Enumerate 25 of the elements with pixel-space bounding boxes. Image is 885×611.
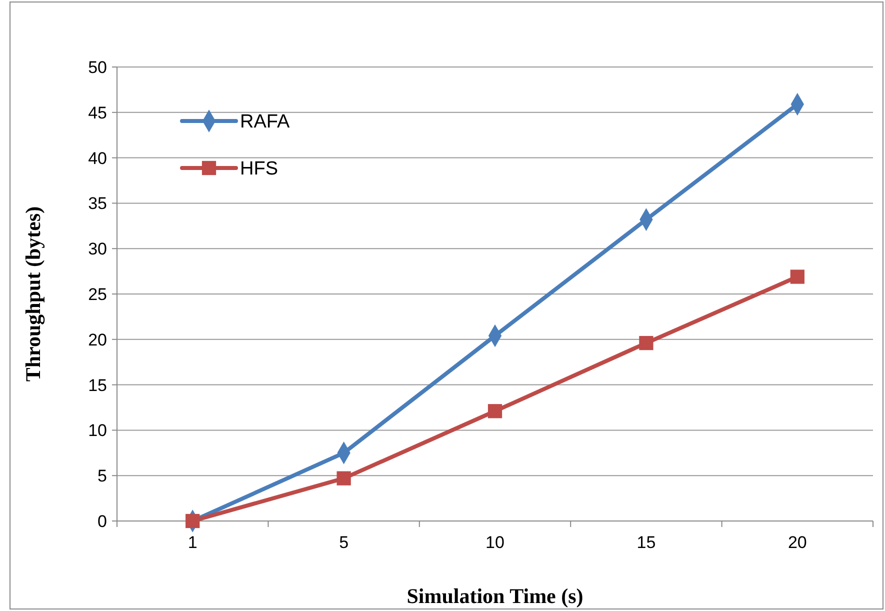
point — [186, 514, 200, 528]
point — [336, 471, 351, 486]
point — [639, 336, 654, 350]
y-tick-label: 40 — [88, 148, 107, 168]
legend-label: HFS — [240, 158, 278, 180]
y-tick-label: 15 — [88, 376, 107, 395]
y-tick-label: 20 — [88, 330, 107, 350]
x-tick-label: 1 — [188, 533, 198, 552]
x-tick-label: 20 — [788, 533, 807, 552]
y-tick-label: 10 — [88, 421, 107, 440]
y-axis-title: Throughput (bytes) — [21, 206, 45, 382]
y-tick-label: 30 — [88, 240, 107, 259]
x-tick-label: 15 — [636, 533, 656, 552]
x-axis-title: Simulation Time (s) — [406, 584, 584, 608]
y-tick-label: 35 — [88, 194, 107, 214]
point — [488, 404, 502, 418]
y-tick-label: 0 — [98, 512, 107, 531]
y-tick-label: 5 — [98, 466, 107, 486]
y-tick-label: 45 — [88, 103, 107, 122]
x-tick-label: 5 — [339, 533, 349, 552]
point — [790, 270, 804, 284]
y-tick-label: 50 — [88, 58, 107, 77]
y-tick-label: 25 — [88, 284, 107, 304]
legend-label: RAFA — [240, 112, 290, 133]
x-tick-label: 10 — [486, 533, 504, 552]
